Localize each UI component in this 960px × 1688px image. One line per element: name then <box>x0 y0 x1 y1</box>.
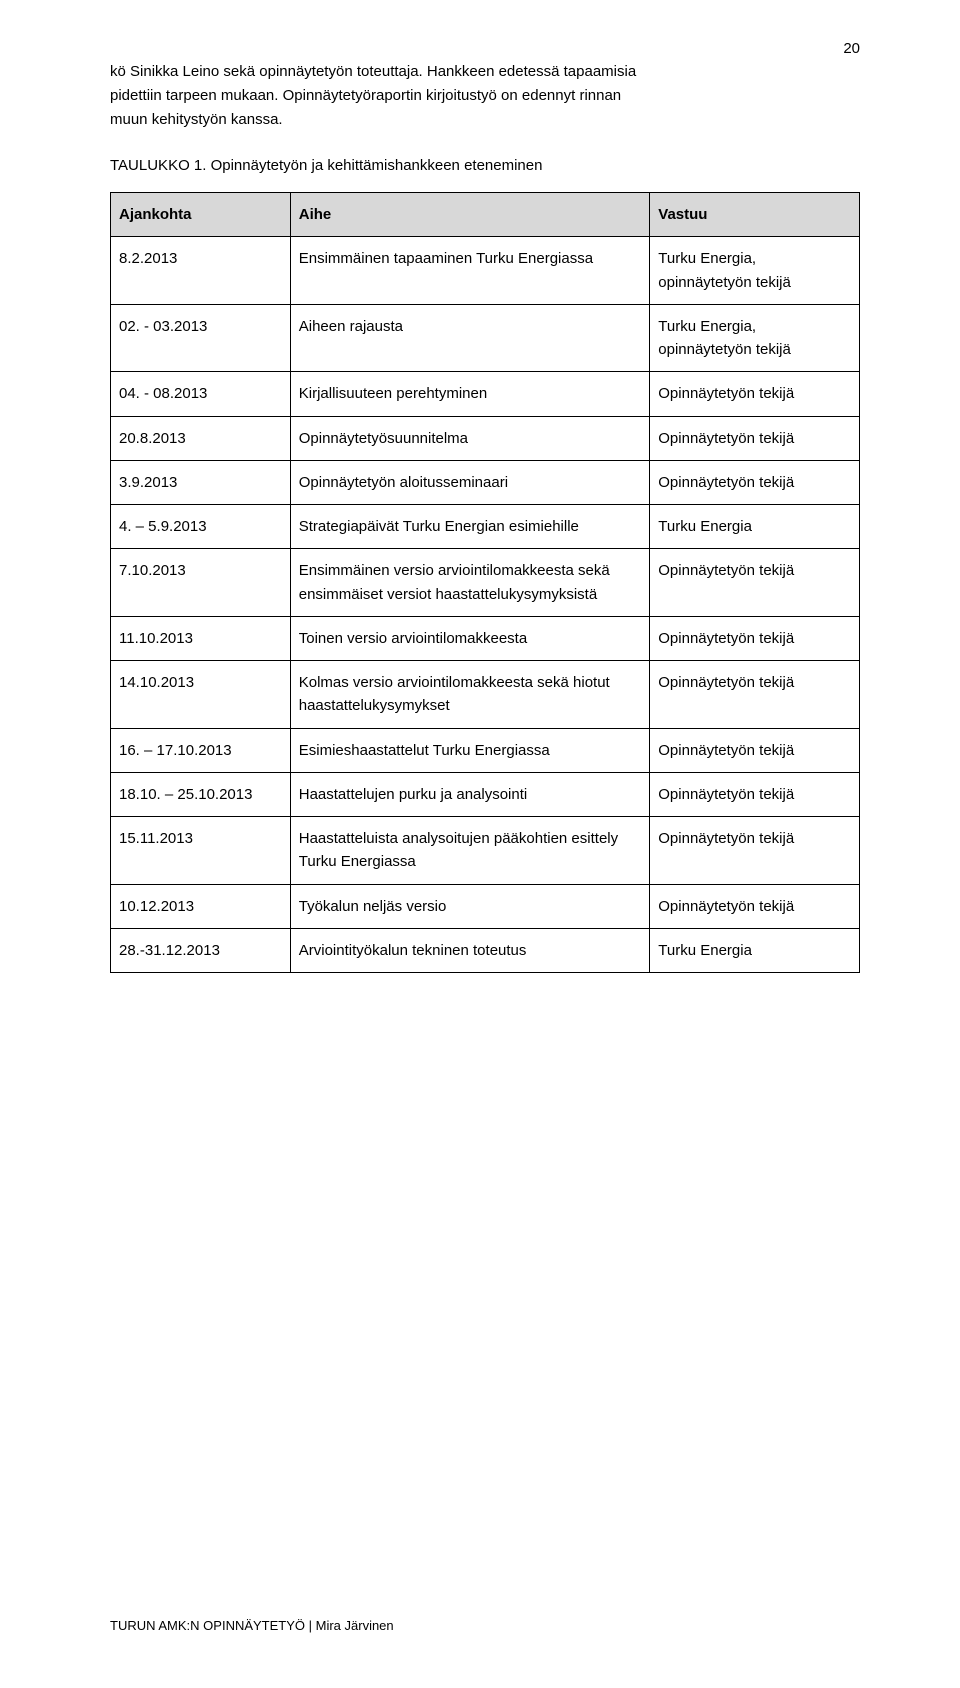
footer-text: TURUN AMK:N OPINNÄYTETYÖ | Mira Järvinen <box>110 1618 394 1633</box>
intro-line-1: kö Sinikka Leino sekä opinnäytetyön tote… <box>110 60 860 84</box>
table-body: 8.2.2013Ensimmäinen tapaaminen Turku Ene… <box>111 237 860 973</box>
table-row: 10.12.2013Työkalun neljäs versioOpinnäyt… <box>111 884 860 928</box>
cell-topic: Opinnäytetyösuunnitelma <box>290 416 650 460</box>
header-aihe: Aihe <box>290 193 650 237</box>
page-number: 20 <box>843 40 860 57</box>
intro-line-2: pidettiin tarpeen mukaan. Opinnäytetyöra… <box>110 84 860 108</box>
table-row: 4. – 5.9.2013Strategiapäivät Turku Energ… <box>111 505 860 549</box>
cell-responsible: Turku Energia <box>650 928 860 972</box>
cell-responsible: Turku Energia, opinnäytetyön tekijä <box>650 304 860 372</box>
table-row: 18.10. – 25.10.2013Haastattelujen purku … <box>111 772 860 816</box>
cell-topic: Esimieshaastattelut Turku Energiassa <box>290 728 650 772</box>
table-row: 02. - 03.2013Aiheen rajaustaTurku Energi… <box>111 304 860 372</box>
cell-date: 14.10.2013 <box>111 661 291 729</box>
cell-responsible: Opinnäytetyön tekijä <box>650 460 860 504</box>
cell-responsible: Opinnäytetyön tekijä <box>650 817 860 885</box>
cell-topic: Kirjallisuuteen perehtyminen <box>290 372 650 416</box>
table-row: 7.10.2013Ensimmäinen versio arviointilom… <box>111 549 860 617</box>
cell-date: 16. – 17.10.2013 <box>111 728 291 772</box>
cell-responsible: Turku Energia, opinnäytetyön tekijä <box>650 237 860 305</box>
cell-date: 28.-31.12.2013 <box>111 928 291 972</box>
cell-responsible: Opinnäytetyön tekijä <box>650 549 860 617</box>
cell-date: 10.12.2013 <box>111 884 291 928</box>
cell-date: 18.10. – 25.10.2013 <box>111 772 291 816</box>
table-row: 11.10.2013Toinen versio arviointilomakke… <box>111 616 860 660</box>
intro-line-3: muun kehitystyön kanssa. <box>110 108 860 132</box>
cell-date: 11.10.2013 <box>111 616 291 660</box>
intro-paragraph: kö Sinikka Leino sekä opinnäytetyön tote… <box>110 60 860 132</box>
cell-date: 04. - 08.2013 <box>111 372 291 416</box>
cell-responsible: Opinnäytetyön tekijä <box>650 372 860 416</box>
cell-date: 4. – 5.9.2013 <box>111 505 291 549</box>
table-caption: TAULUKKO 1. Opinnäytetyön ja kehittämish… <box>110 157 860 174</box>
cell-topic: Haastattelujen purku ja analysointi <box>290 772 650 816</box>
cell-responsible: Opinnäytetyön tekijä <box>650 728 860 772</box>
cell-date: 8.2.2013 <box>111 237 291 305</box>
cell-topic: Ensimmäinen tapaaminen Turku Energiassa <box>290 237 650 305</box>
cell-responsible: Opinnäytetyön tekijä <box>650 884 860 928</box>
cell-date: 20.8.2013 <box>111 416 291 460</box>
cell-responsible: Opinnäytetyön tekijä <box>650 416 860 460</box>
cell-topic: Toinen versio arviointilomakkeesta <box>290 616 650 660</box>
cell-date: 15.11.2013 <box>111 817 291 885</box>
table-row: 15.11.2013Haastatteluista analysoitujen … <box>111 817 860 885</box>
cell-topic: Aiheen rajausta <box>290 304 650 372</box>
table-row: 16. – 17.10.2013Esimieshaastattelut Turk… <box>111 728 860 772</box>
cell-topic: Arviointityökalun tekninen toteutus <box>290 928 650 972</box>
cell-topic: Työkalun neljäs versio <box>290 884 650 928</box>
cell-responsible: Opinnäytetyön tekijä <box>650 661 860 729</box>
header-vastuu: Vastuu <box>650 193 860 237</box>
cell-date: 3.9.2013 <box>111 460 291 504</box>
table-row: 28.-31.12.2013Arviointityökalun tekninen… <box>111 928 860 972</box>
cell-topic: Haastatteluista analysoitujen pääkohtien… <box>290 817 650 885</box>
table-row: 04. - 08.2013Kirjallisuuteen perehtymine… <box>111 372 860 416</box>
table-row: 20.8.2013OpinnäytetyösuunnitelmaOpinnäyt… <box>111 416 860 460</box>
table-row: 8.2.2013Ensimmäinen tapaaminen Turku Ene… <box>111 237 860 305</box>
cell-topic: Kolmas versio arviointilomakkeesta sekä … <box>290 661 650 729</box>
schedule-table: Ajankohta Aihe Vastuu 8.2.2013Ensimmäine… <box>110 192 860 973</box>
table-row: 3.9.2013Opinnäytetyön aloitusseminaariOp… <box>111 460 860 504</box>
cell-date: 7.10.2013 <box>111 549 291 617</box>
cell-responsible: Opinnäytetyön tekijä <box>650 616 860 660</box>
cell-topic: Strategiapäivät Turku Energian esimiehil… <box>290 505 650 549</box>
page: 20 kö Sinikka Leino sekä opinnäytetyön t… <box>0 0 960 1688</box>
cell-responsible: Opinnäytetyön tekijä <box>650 772 860 816</box>
cell-topic: Opinnäytetyön aloitusseminaari <box>290 460 650 504</box>
cell-responsible: Turku Energia <box>650 505 860 549</box>
table-row: 14.10.2013Kolmas versio arviointilomakke… <box>111 661 860 729</box>
cell-date: 02. - 03.2013 <box>111 304 291 372</box>
header-ajankohta: Ajankohta <box>111 193 291 237</box>
cell-topic: Ensimmäinen versio arviointilomakkeesta … <box>290 549 650 617</box>
table-header-row: Ajankohta Aihe Vastuu <box>111 193 860 237</box>
